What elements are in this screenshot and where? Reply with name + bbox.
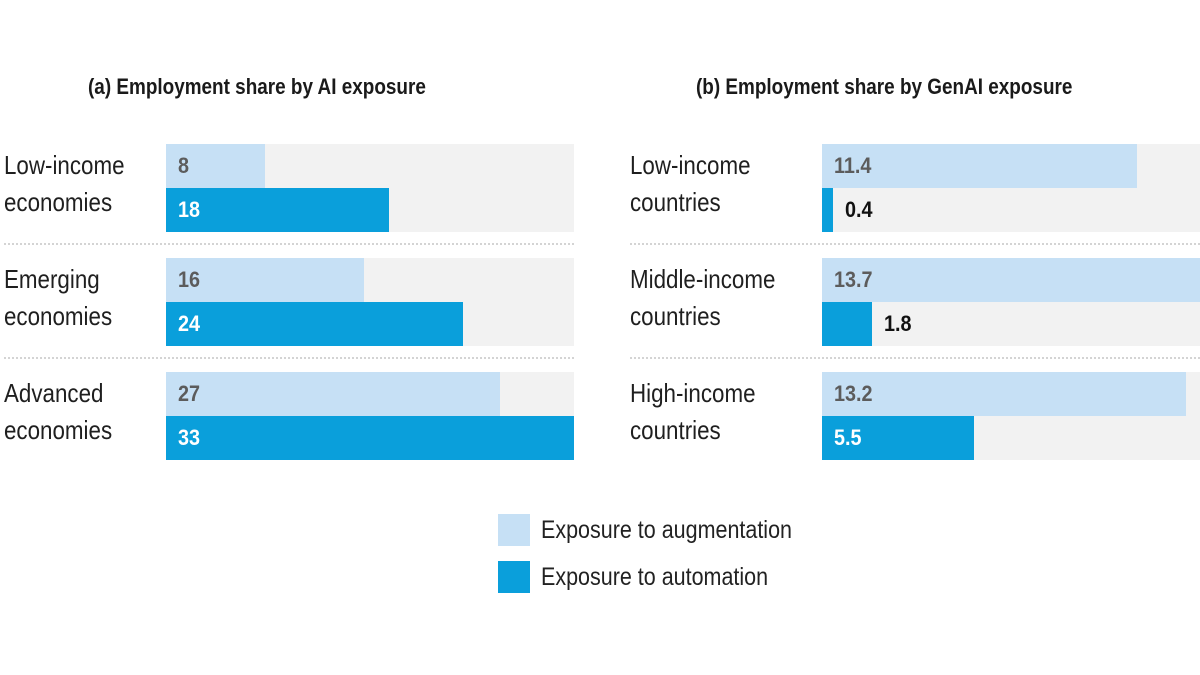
automation-bar — [166, 188, 389, 232]
panel-ai-exposure: (a) Employment share by AI exposure Low-… — [4, 74, 574, 460]
automation-bar — [166, 302, 463, 346]
panel-title: (a) Employment share by AI exposure — [88, 74, 426, 99]
category-label: economies — [4, 187, 113, 217]
augmentation-value-label: 13.7 — [834, 267, 873, 292]
augmentation-bar — [166, 372, 500, 416]
augmentation-bar — [822, 144, 1137, 188]
augmentation-bar — [822, 258, 1200, 302]
automation-bar — [822, 302, 872, 346]
category-label: Low-income — [4, 150, 125, 180]
legend-label-automation: Exposure to automation — [541, 563, 769, 591]
augmentation-bar — [166, 144, 265, 188]
panel-title: (b) Employment share by GenAI exposure — [696, 74, 1073, 99]
category-label: Advanced — [4, 378, 104, 408]
automation-bar — [822, 188, 834, 232]
row-separator — [4, 357, 574, 359]
automation-value-label: 0.4 — [845, 197, 873, 222]
legend-swatch-augmentation — [498, 514, 530, 546]
row-separator — [630, 357, 1200, 359]
panel-genai-exposure: (b) Employment share by GenAI exposure L… — [600, 0, 1200, 675]
category-label: Low-income — [630, 150, 751, 180]
augmentation-value-label: 16 — [178, 267, 201, 292]
automation-value-label: 18 — [178, 197, 201, 222]
legend-swatch-automation — [498, 561, 530, 593]
row-separator — [4, 243, 574, 245]
category-label: countries — [630, 415, 721, 445]
automation-bar — [166, 416, 574, 460]
category-label: Emerging — [4, 264, 100, 294]
augmentation-value-label: 11.4 — [834, 153, 872, 178]
augmentation-value-label: 27 — [178, 381, 201, 406]
augmentation-bar — [166, 258, 364, 302]
row-separator — [630, 243, 1200, 245]
automation-value-label: 1.8 — [883, 311, 912, 336]
automation-value-label: 33 — [178, 425, 201, 450]
augmentation-value-label: 13.2 — [834, 381, 873, 406]
category-label: Middle-income — [630, 264, 776, 294]
category-label: countries — [630, 301, 721, 331]
legend-label-augmentation: Exposure to augmentation — [541, 516, 792, 544]
category-label: economies — [4, 301, 113, 331]
category-label: High-income — [630, 378, 756, 408]
category-label: economies — [4, 415, 113, 445]
augmentation-bar — [822, 372, 1187, 416]
category-label: countries — [630, 187, 721, 217]
automation-bar — [822, 416, 974, 460]
augmentation-value-label: 8 — [178, 153, 190, 178]
automation-value-label: 24 — [178, 311, 201, 336]
automation-value-label: 5.5 — [834, 425, 862, 450]
